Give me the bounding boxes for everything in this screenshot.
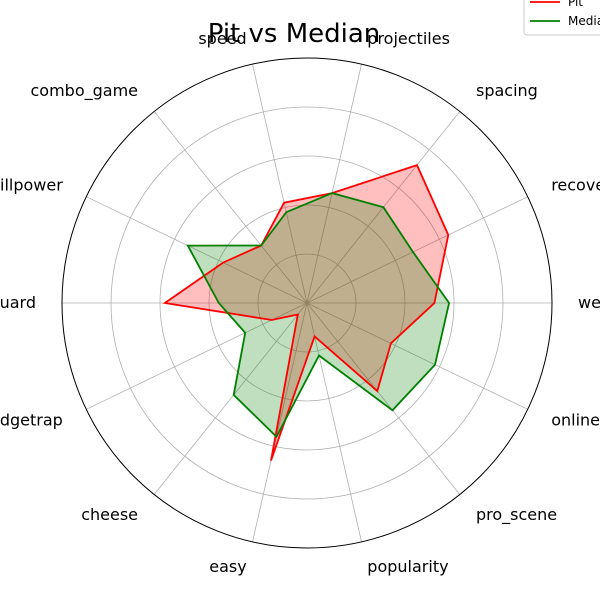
legend-box [523,0,600,36]
spoke-combo_game [153,111,308,304]
series-line-median [186,192,451,439]
spoke-speed [252,64,308,304]
legend-label-median: Median [568,14,600,28]
axis-label-easy: easy [209,557,246,576]
radar-series [162,163,451,461]
legend-label-pit: Pit [568,0,583,9]
chart-title: Pit vs Median [208,19,381,49]
spoke-pro_scene [306,302,461,495]
axis-label-popularity: popularity [367,557,448,576]
legend: Pit Median [523,0,600,36]
grid-ring [257,253,357,353]
grid-ring [159,155,455,451]
axis-label-combo_game: combo_game [30,81,138,101]
spoke-projectiles [306,64,362,304]
series-area-median [187,193,450,437]
axis-label-killpower: killpower [0,175,63,194]
axis-label-speed: speed [198,29,246,48]
axis-label-pro_scene: pro_scene [476,505,557,525]
axis-label-cheese: cheese [81,505,138,524]
outer-ring [61,57,553,549]
axis-labels: weight recovery spacing projectiles speed com… [0,29,600,576]
spoke-cheese [153,302,308,495]
grid-ring [110,106,504,500]
spoke-ledgetrap [86,302,308,410]
axis-label-online_winrate: online_winrate [551,411,600,431]
spoke-easy [252,302,308,542]
axis-label-ledgetrap: ledgetrap [0,411,63,430]
spoke-killpower [86,196,308,304]
axis-label-projectiles: projectiles [367,29,450,48]
axis-label-spacing: spacing [476,81,538,100]
axis-label-weight: weight [578,293,600,312]
series-area-pit [164,165,449,461]
series-line-pit [162,163,450,461]
spoke-online_winrate [306,302,528,410]
spoke-popularity [306,302,362,542]
spoke-recovery [306,196,528,304]
axis-label-recovery: recovery [551,175,600,194]
axis-label-edgeguard: edgeguard [0,293,36,312]
radar-grid [61,57,553,549]
grid-ring [208,204,406,402]
